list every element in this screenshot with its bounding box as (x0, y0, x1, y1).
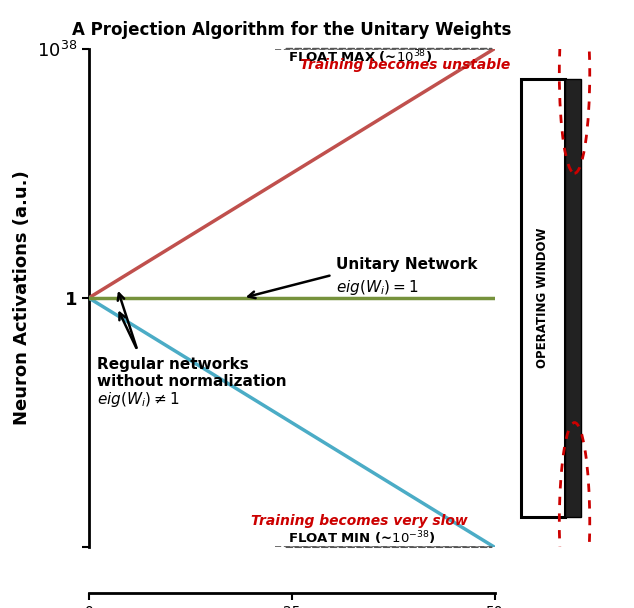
Text: $eig(W_i) \neq 1$: $eig(W_i) \neq 1$ (97, 390, 179, 409)
Title: A Projection Algorithm for the Unitary Weights: A Projection Algorithm for the Unitary W… (72, 21, 512, 39)
Text: Unitary Network: Unitary Network (336, 257, 478, 272)
Text: OPERATING WINDOW: OPERATING WINDOW (536, 227, 549, 368)
Bar (565, 78, 581, 517)
Text: Training becomes unstable: Training becomes unstable (300, 58, 510, 72)
Text: FLOAT MIN (~$10^{-38}$): FLOAT MIN (~$10^{-38}$) (288, 530, 435, 547)
Y-axis label: Neuron Activations (a.u.): Neuron Activations (a.u.) (13, 171, 31, 425)
Text: $eig(W_i) = 1$: $eig(W_i) = 1$ (336, 278, 419, 297)
Text: Regular networks
without normalization: Regular networks without normalization (97, 357, 287, 389)
Text: FLOAT MAX (~$10^{38}$): FLOAT MAX (~$10^{38}$) (288, 49, 432, 66)
Bar (521, 78, 565, 517)
Text: Training becomes very slow: Training becomes very slow (251, 514, 468, 528)
